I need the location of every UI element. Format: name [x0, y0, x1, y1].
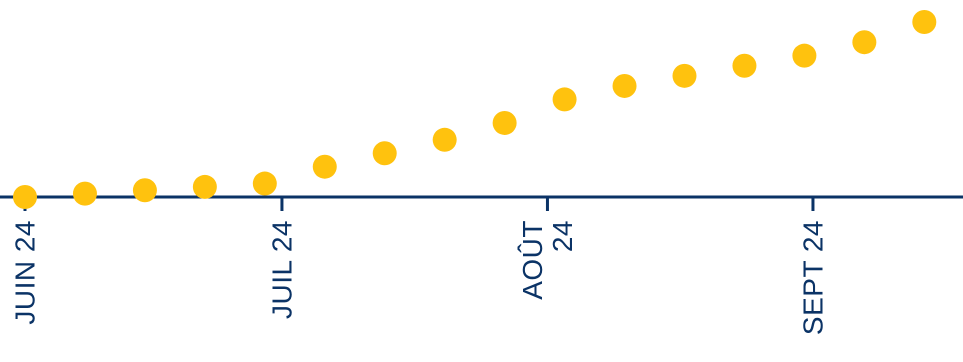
data-point-6 [372, 141, 397, 166]
data-point-1 [72, 181, 97, 206]
data-point-5 [312, 154, 337, 179]
data-point-3 [192, 174, 217, 199]
x-tick-label-1-line-0: JUIL 24 [266, 220, 297, 319]
data-points [13, 10, 937, 209]
data-point-7 [432, 127, 457, 152]
data-point-2 [132, 178, 157, 203]
x-tick-label-0-line-0: JUIN 24 [10, 220, 41, 325]
x-tick-label-2-line-0: AOÛT [517, 220, 548, 300]
data-point-12 [732, 53, 757, 78]
data-point-9 [552, 87, 577, 112]
x-tick-label-3-line-0: SEPT 24 [797, 220, 828, 335]
x-tick-label-1: JUIL 24 [266, 220, 297, 319]
data-point-8 [492, 110, 517, 135]
data-point-0 [13, 185, 37, 209]
x-tick-label-0: JUIN 24 [10, 220, 41, 325]
data-point-10 [612, 73, 637, 98]
x-tick-label-3: SEPT 24 [797, 220, 828, 335]
data-point-15 [912, 10, 937, 34]
x-tick-label-2: AOÛT 24 [517, 220, 578, 300]
data-point-4 [252, 171, 277, 196]
data-point-11 [672, 63, 697, 88]
data-point-14 [852, 30, 877, 55]
x-tick-labels: JUIN 24 JUIL 24 AOÛT 24 SEPT 24 [10, 220, 829, 335]
data-point-13 [792, 43, 817, 68]
x-tick-label-2-line-1: 24 [547, 220, 578, 252]
